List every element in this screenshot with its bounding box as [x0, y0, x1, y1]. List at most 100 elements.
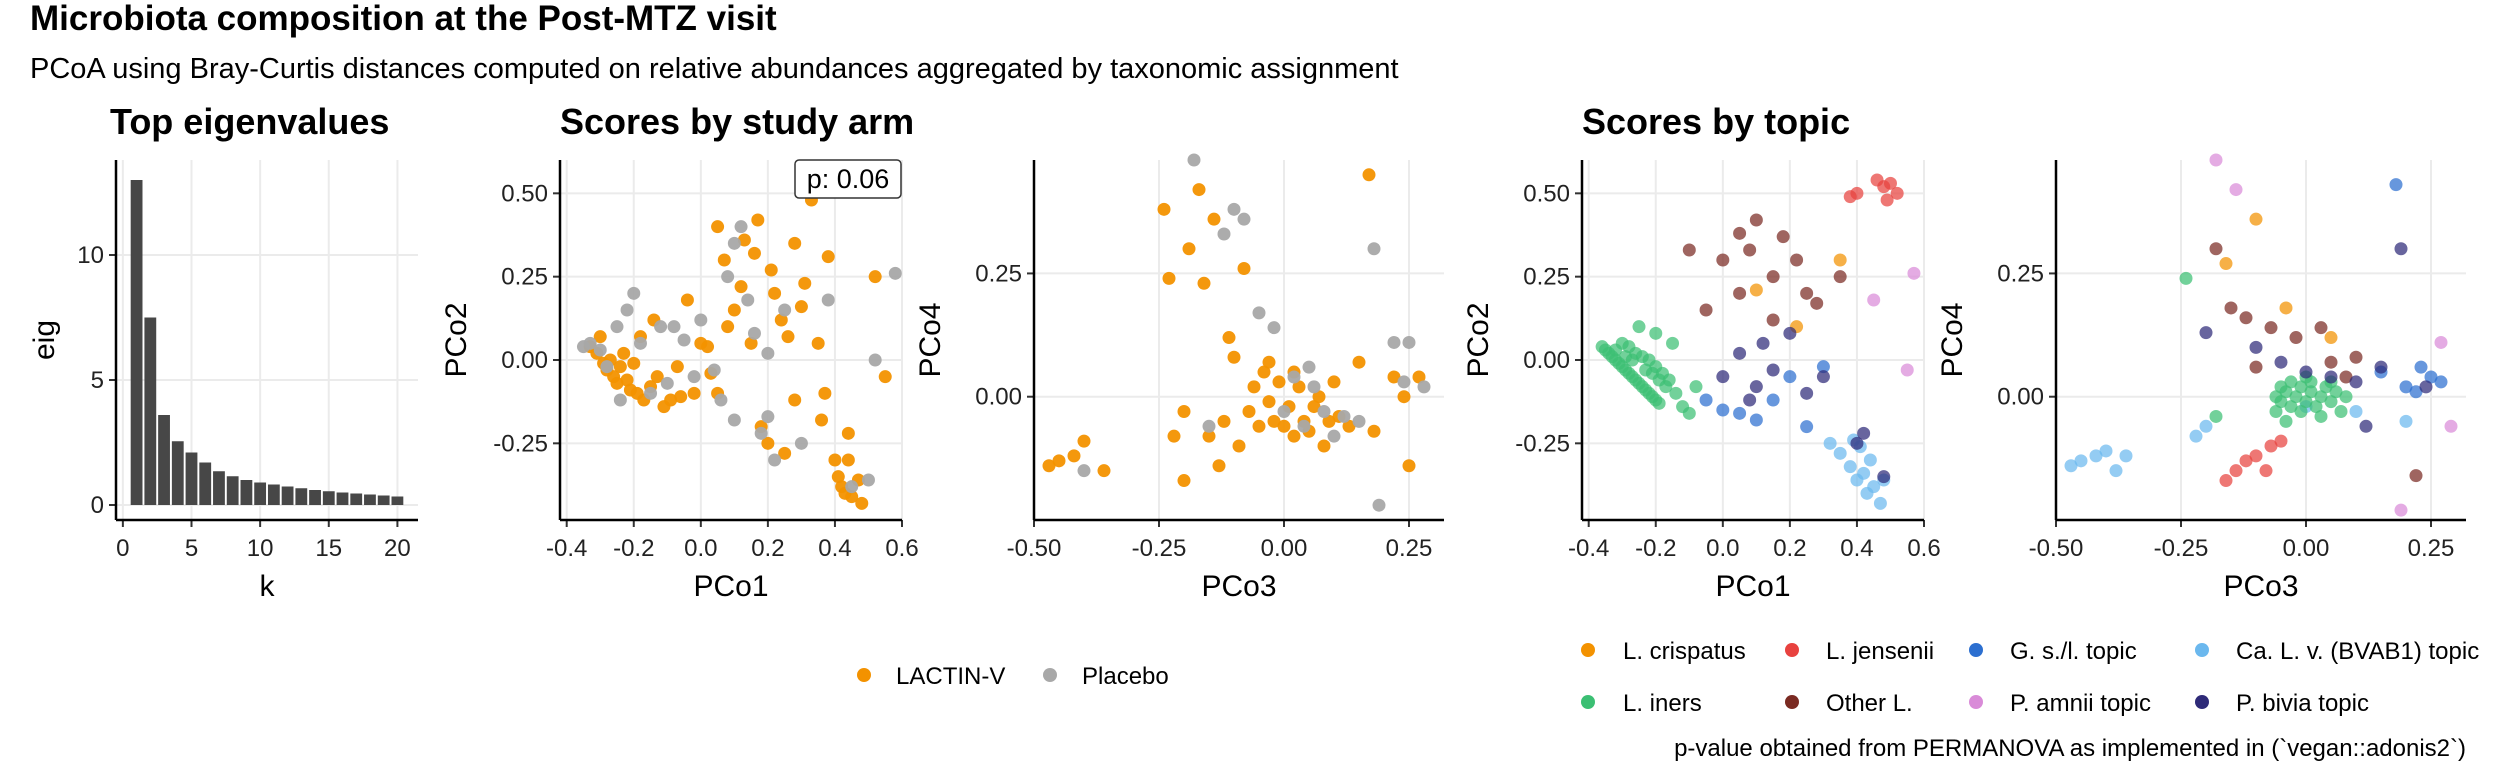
point-lactin-v [620, 373, 634, 387]
point-placebo [1307, 380, 1321, 394]
point-other-l [2324, 355, 2338, 369]
point-g-s-l-topic [1816, 360, 1830, 374]
point-ca-l-v-bvab1-topic [1823, 436, 1837, 450]
point-placebo [861, 473, 875, 487]
point-lactin-v [734, 280, 748, 294]
point-lactin-v [845, 490, 859, 504]
point-g-s-l-topic [1783, 370, 1797, 384]
point-other-l [1743, 243, 1757, 257]
x-axis-title: PCo1 [1715, 570, 1790, 603]
point-other-l [1776, 230, 1790, 244]
legend-swatch-g-sl-topic [1969, 643, 1983, 657]
point-l-iners [2274, 380, 2288, 394]
point-g-s-l-topic [2414, 360, 2428, 374]
point-other-l [1699, 303, 1713, 317]
eigenvalue-bar [309, 490, 321, 505]
point-l-jensenii [2249, 449, 2263, 463]
legend-label-l-crispatus: L. crispatus [1623, 638, 1746, 665]
point-l-iners [2294, 405, 2308, 419]
point-placebo [727, 236, 741, 250]
point-ca-l-v-bvab1-topic [1857, 466, 1871, 480]
point-lactin-v [1252, 419, 1266, 433]
point-ca-l-v-bvab1-topic [1873, 496, 1887, 510]
point-lactin-v [1182, 242, 1196, 256]
point-l-iners [2279, 414, 2293, 428]
point-placebo [845, 480, 859, 494]
point-lactin-v [1257, 365, 1271, 379]
point-lactin-v [1232, 439, 1246, 453]
point-l-iners [2304, 385, 2318, 399]
point-lactin-v [831, 470, 845, 484]
point-lactin-v [747, 246, 761, 260]
point-other-l [1790, 253, 1804, 267]
point-l-iners [2299, 395, 2313, 409]
point-placebo [794, 436, 808, 450]
point-l-iners [2179, 271, 2193, 285]
point-l-crispatus [2279, 301, 2293, 315]
point-lactin-v [841, 453, 855, 467]
point-g-s-l-topic [2389, 178, 2403, 192]
arm-legend: LACTIN-V Placebo [857, 663, 1169, 690]
point-other-l [2289, 331, 2303, 345]
point-lactin-v [1042, 459, 1056, 473]
point-p-amnii-topic [2209, 153, 2223, 167]
pvalue-text: p: 0.06 [807, 164, 890, 194]
point-lactin-v [1167, 429, 1181, 443]
point-lactin-v [1397, 390, 1411, 404]
point-l-iners [1689, 380, 1703, 394]
point-p-bivia-topic [2419, 380, 2433, 394]
point-other-l [1716, 253, 1730, 267]
point-other-l [1733, 286, 1747, 300]
eigenvalue-bar [240, 480, 253, 505]
x-tick-label: -0.4 [546, 535, 587, 562]
point-ca-l-v-bvab1-topic [2199, 419, 2213, 433]
point-p-amnii-topic [1867, 293, 1881, 307]
point-lactin-v [1227, 350, 1241, 364]
point-l-iners [2324, 395, 2338, 409]
point-ca-l-v-bvab1-topic [2399, 414, 2413, 428]
point-other-l [2224, 301, 2238, 315]
eigenvalue-bar [391, 496, 404, 505]
y-axis-title: eig [28, 320, 61, 360]
point-lactin-v [1207, 212, 1221, 226]
topic-scatter-pco3-pco4: -0.50 -0.25 0.00 0.25 0.00 0.25 PCo3 PCo4 [1936, 153, 2466, 603]
point-lactin-v [1077, 434, 1091, 448]
point-lactin-v [670, 360, 684, 374]
point-l-iners [2269, 405, 2283, 419]
point-lactin-v [610, 376, 624, 390]
eigenvalue-panel-title: Top eigenvalues [110, 101, 389, 142]
x-tick-label: -0.50 [2029, 535, 2084, 562]
x-tick-label: 10 [247, 535, 274, 562]
point-placebo [1202, 419, 1216, 433]
point-p-bivia-topic [2324, 370, 2338, 384]
point-p-amnii-topic [1900, 363, 1914, 377]
point-ca-l-v-bvab1-topic [2109, 464, 2123, 478]
point-placebo [761, 346, 775, 360]
y-tick-label: 0.00 [975, 384, 1022, 411]
point-l-jensenii [2229, 464, 2243, 478]
y-axis-title: PCo4 [914, 302, 947, 377]
x-tick-label: -0.2 [1635, 535, 1676, 562]
point-placebo [821, 293, 835, 307]
point-lactin-v [1052, 454, 1066, 468]
point-lactin-v [617, 346, 631, 360]
point-placebo [1337, 409, 1351, 423]
legend-label-lactin-v: LACTIN-V [896, 663, 1005, 690]
point-placebo [727, 413, 741, 427]
point-l-iners [2209, 409, 2223, 423]
y-tick-label: 0.50 [501, 180, 548, 207]
figure-title: Microbiota composition at the Post-MTZ v… [30, 0, 777, 38]
point-lactin-v [868, 270, 882, 284]
point-lactin-v [821, 250, 835, 264]
point-lactin-v [1192, 183, 1206, 197]
legend-swatch-lactin-v [857, 668, 871, 682]
y-tick-label: -0.25 [493, 430, 548, 457]
point-g-s-l-topic [2424, 370, 2438, 384]
x-tick-label: -0.25 [1132, 535, 1187, 562]
point-placebo [734, 220, 748, 234]
point-p-bivia-topic [1756, 336, 1770, 350]
point-l-jensenii [2239, 454, 2253, 468]
legend-swatch-bvab1-topic [2195, 643, 2209, 657]
point-l-iners [1645, 366, 1659, 380]
